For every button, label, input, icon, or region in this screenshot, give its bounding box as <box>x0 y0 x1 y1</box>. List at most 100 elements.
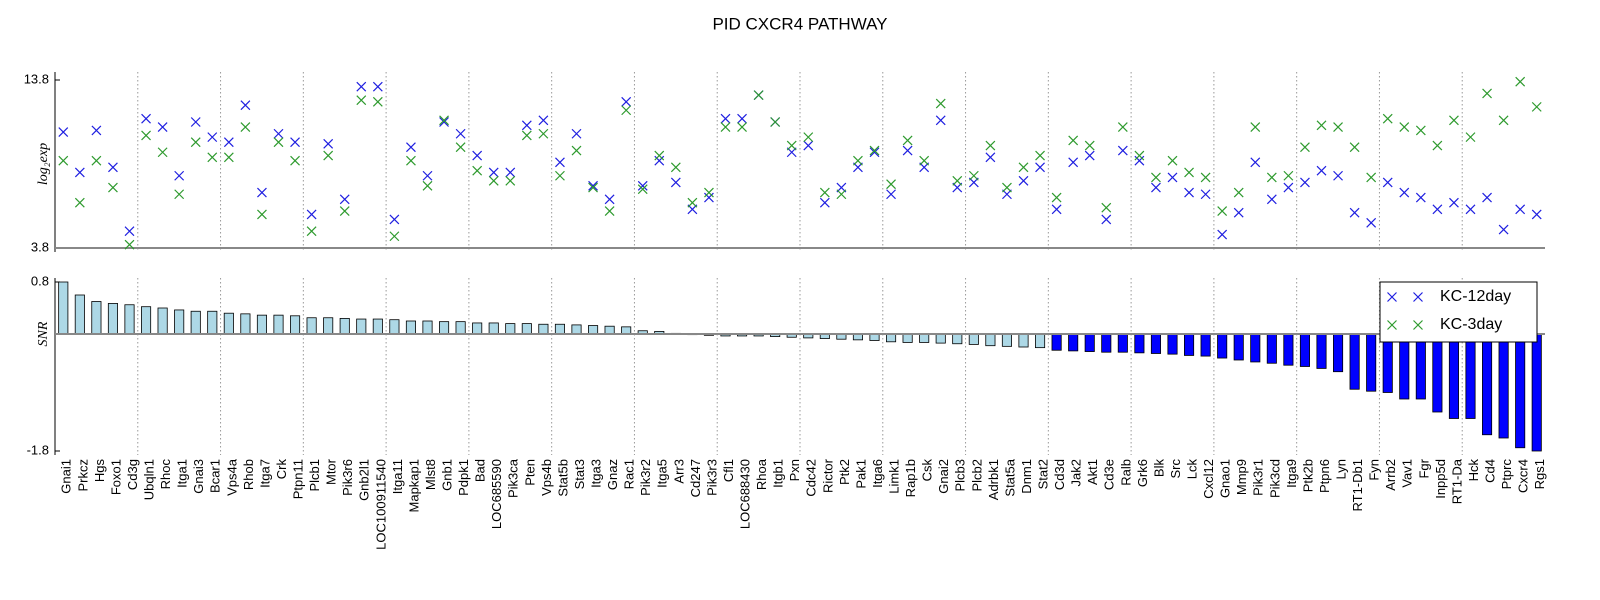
x-tick-label: Pik3r6 <box>340 459 355 496</box>
point <box>737 113 747 124</box>
x-tick-label: Ralb <box>1118 459 1133 486</box>
bar <box>1482 333 1493 436</box>
x-tick-label: RT1-Db1 <box>1350 459 1365 512</box>
x-tick-label: Gnao1 <box>1218 459 1233 498</box>
x-tick-label: Lyn <box>1333 459 1348 479</box>
y-axis-label: log₂exp <box>36 143 51 185</box>
point <box>935 115 946 126</box>
point <box>538 128 549 139</box>
x-tick-label: Cd247 <box>688 459 703 497</box>
point <box>323 150 334 161</box>
point <box>472 165 483 176</box>
point <box>1018 162 1029 173</box>
bar <box>1051 333 1062 351</box>
point <box>869 145 880 156</box>
x-tick-label: Mmp9 <box>1234 459 1249 495</box>
point <box>1432 204 1443 215</box>
point <box>422 180 433 191</box>
point <box>1266 172 1277 183</box>
point <box>1217 206 1228 216</box>
point <box>1184 187 1194 198</box>
bar <box>157 307 168 335</box>
point <box>571 128 582 139</box>
point <box>1068 135 1079 146</box>
bar <box>1233 333 1244 361</box>
point <box>1465 132 1476 143</box>
point <box>1018 175 1029 186</box>
bar <box>588 325 599 335</box>
point <box>455 142 466 153</box>
point <box>1333 122 1343 132</box>
point <box>819 187 830 198</box>
legend-marker <box>1387 320 1397 330</box>
point <box>1167 155 1178 166</box>
y-tick-label: -1.8 <box>27 442 49 457</box>
point <box>902 145 913 156</box>
x-tick-label: Mapkap1 <box>406 459 421 512</box>
point <box>1482 88 1492 99</box>
point <box>1515 76 1526 87</box>
point <box>1134 155 1145 166</box>
x-tick-label: Stat2 <box>1035 459 1050 489</box>
point <box>985 140 996 151</box>
x-tick-label: Itga11 <box>390 459 405 494</box>
x-tick-label: Adrbk1 <box>986 459 1001 500</box>
point <box>406 142 416 153</box>
point <box>836 189 847 200</box>
point <box>1399 122 1410 132</box>
point <box>1432 140 1443 151</box>
point <box>108 162 118 173</box>
point <box>521 130 532 141</box>
point <box>223 137 234 148</box>
bar <box>207 310 218 335</box>
x-tick-label: Ptpn6 <box>1317 459 1332 493</box>
point <box>406 155 416 166</box>
bar <box>405 320 416 335</box>
point <box>190 117 201 127</box>
x-tick-label: Hck <box>1466 459 1481 482</box>
point <box>1250 157 1261 168</box>
point <box>455 128 466 139</box>
point <box>1101 214 1112 225</box>
point <box>1151 172 1161 183</box>
bar <box>505 323 516 335</box>
point <box>604 206 615 216</box>
x-tick-label: Gnb1 <box>439 459 454 491</box>
bar <box>1200 333 1211 357</box>
point <box>422 170 433 181</box>
bar <box>1134 333 1145 354</box>
x-tick-label: Inpp5d <box>1433 459 1448 499</box>
bar <box>141 306 152 335</box>
x-tick-label: Ubqln1 <box>141 459 156 500</box>
bar <box>1035 333 1046 349</box>
bar <box>240 313 251 335</box>
point <box>1167 172 1178 183</box>
point <box>1349 207 1360 218</box>
x-tick-label: Rhob <box>241 459 256 490</box>
point <box>1399 187 1410 198</box>
x-tick-label: Csk <box>920 459 935 482</box>
point <box>124 239 135 250</box>
x-tick-label: Rac1 <box>622 459 637 489</box>
bar <box>372 318 383 335</box>
point <box>372 96 383 107</box>
x-tick-label: Pik3ca <box>506 458 521 498</box>
bar <box>323 317 334 335</box>
point <box>74 167 85 178</box>
bar <box>306 317 317 335</box>
point <box>174 170 185 181</box>
x-tick-label: Cd3e <box>1102 459 1117 490</box>
point <box>1316 165 1327 176</box>
x-tick-label: Rhoc <box>158 459 173 490</box>
x-tick-label: Arrb2 <box>1383 459 1398 491</box>
bar <box>74 294 85 335</box>
bar <box>273 314 284 335</box>
point <box>753 90 764 101</box>
legend-marker <box>1413 292 1423 302</box>
point <box>670 162 681 173</box>
bar <box>58 281 69 335</box>
bar <box>455 321 466 335</box>
bar <box>554 323 565 335</box>
point <box>1233 187 1244 198</box>
